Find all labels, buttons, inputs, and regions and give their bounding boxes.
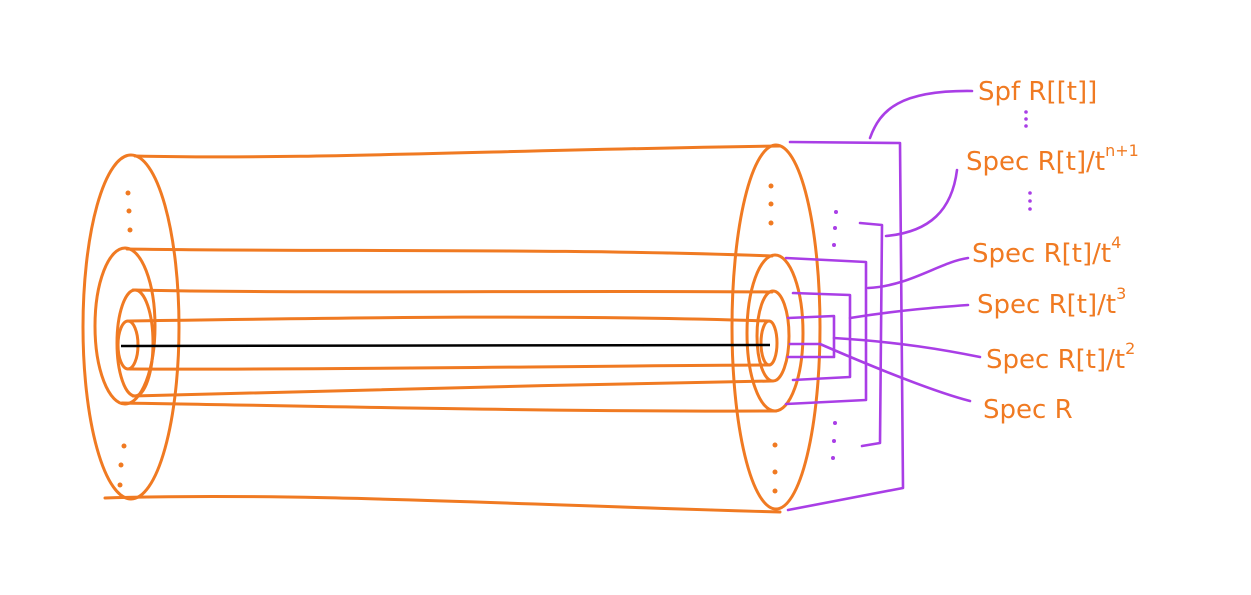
- label-spec-n1-base: Spec R[t]/t: [966, 147, 1105, 177]
- outer-cylinder: [81, 143, 822, 514]
- t3-top-edge: [125, 247, 774, 258]
- purple-brackets: [784, 89, 982, 512]
- leader-spec-r: [818, 342, 972, 403]
- leader-spec-n1: [884, 168, 959, 238]
- orange-ellipsis-dots: [117, 183, 778, 494]
- purple-ellipsis-dots: [831, 110, 1032, 460]
- t3-bottom-edge: [120, 401, 778, 413]
- bracket-spf: [786, 140, 905, 512]
- bracket-spec-n1: [858, 221, 884, 448]
- label-spec3-exp: 3: [1116, 284, 1126, 303]
- label-spec3-base: Spec R[t]/t: [977, 290, 1116, 320]
- outer-bottom-edge: [103, 494, 782, 514]
- label-spec4-base: Spec R[t]/t: [972, 239, 1111, 269]
- label-spec2-base: Spec R[t]/t: [986, 345, 1125, 375]
- leader-spec2: [832, 336, 982, 359]
- central-axis-line: [120, 343, 771, 348]
- t1-top-edge: [128, 315, 770, 323]
- cylinder-t1: [116, 315, 779, 371]
- t3-left-ellipse: [93, 246, 157, 406]
- label-spec2: Spec R[t]/t2: [986, 339, 1135, 375]
- t1-bottom-edge: [128, 363, 770, 371]
- t1-right-ellipse: [759, 319, 779, 367]
- outer-left-ellipse: [81, 153, 181, 501]
- t2-left-ellipse: [115, 288, 155, 398]
- cylinder-t3: [93, 246, 805, 413]
- label-spec2-exp: 2: [1125, 339, 1135, 358]
- leader-spec3: [848, 303, 970, 320]
- bracket-spec4: [784, 256, 868, 406]
- label-spf: Spf R[[t]]: [978, 77, 1097, 107]
- label-spec4-exp: 4: [1111, 233, 1121, 252]
- t2-bottom-edge: [131, 379, 774, 398]
- bracket-spec2: [786, 314, 836, 359]
- t2-top-edge: [131, 288, 774, 294]
- label-spec4: Spec R[t]/t4: [972, 233, 1121, 269]
- label-spec-n1: Spec R[t]/tn+1: [966, 141, 1139, 177]
- bracket-spec3: [791, 291, 852, 382]
- label-spec-r: Spec R: [983, 395, 1073, 425]
- leader-spf: [868, 89, 974, 140]
- cylinder-t2: [115, 288, 791, 398]
- outer-top-edge: [133, 144, 782, 159]
- label-spec3: Spec R[t]/t3: [977, 284, 1126, 320]
- label-spec-n1-exp: n+1: [1105, 141, 1139, 160]
- leader-spec4: [866, 256, 970, 290]
